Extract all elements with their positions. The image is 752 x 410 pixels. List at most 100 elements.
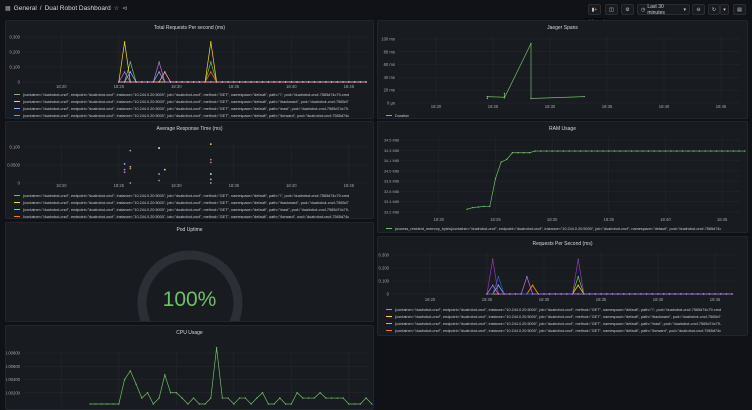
data-point	[577, 276, 579, 278]
data-point	[336, 397, 339, 399]
legend-item[interactable]: {container="dualrobot-cncf", endpoint="d…	[14, 199, 371, 206]
data-point	[623, 293, 625, 295]
data-point	[192, 397, 195, 399]
dashboard-title[interactable]: Dual Robot Dashboard	[44, 5, 111, 12]
data-point	[642, 150, 644, 152]
time-range-picker[interactable]: ◷ Last 30 minutes ▾	[637, 4, 690, 16]
data-point	[129, 182, 132, 184]
panel-cpu-usage[interactable]: CPU Usage 0.00800 0.00600 0.00400 0.00200	[5, 325, 374, 410]
data-point	[330, 81, 333, 83]
data-point	[497, 276, 500, 278]
x-tick-label: 18:35	[604, 217, 615, 222]
panel-average-response-time[interactable]: Average Response Time (ms) 0.100 0.0500 0 1…	[5, 121, 374, 219]
data-point	[307, 397, 310, 399]
x-tick-label: 18:35	[596, 297, 607, 302]
data-point	[588, 293, 591, 295]
data-point	[319, 392, 321, 394]
panel-requests-per-second[interactable]: Requests Per Second (ms) 0.300 0.200 0.100…	[377, 236, 748, 336]
x-tick-label: 18:45	[344, 84, 355, 89]
y-tick-label: 34.1 MiB	[384, 159, 399, 163]
series-line	[118, 71, 367, 83]
y-tick-label: 34.3 MiB	[384, 149, 399, 153]
breadcrumb-section[interactable]: General	[13, 5, 37, 12]
legend-label: {container="dualrobot-cncf", endpoint="d…	[23, 113, 350, 118]
data-point	[129, 149, 132, 152]
data-point	[123, 81, 126, 83]
x-tick-label: 18:45	[710, 297, 721, 302]
data-point	[506, 158, 508, 161]
legend-item[interactable]: {container="dualrobot-cncf", endpoint="d…	[386, 313, 745, 320]
data-point	[531, 284, 534, 286]
panel-jaeger-spans[interactable]: Jaeger Spans 100 ms 80 ms 60 ms 40 ms 20 ms 0…	[377, 20, 748, 119]
data-point	[198, 81, 201, 83]
legend: {container="dualrobot-cncf", endpoint="d…	[14, 91, 371, 118]
zoom-out-button[interactable]: ⊖	[692, 4, 705, 15]
data-point	[596, 150, 599, 152]
data-point	[530, 42, 532, 45]
legend-item[interactable]: Duration	[386, 112, 745, 118]
data-point	[715, 150, 718, 152]
legend-item[interactable]: {container="dualrobot-cncf", endpoint="d…	[14, 105, 371, 112]
data-point	[568, 150, 570, 152]
refresh-interval-dropdown[interactable]: ▾	[720, 4, 729, 15]
data-point	[681, 150, 684, 152]
data-point	[221, 81, 224, 83]
tv-mode-icon: ▤	[737, 6, 742, 13]
data-point	[691, 293, 693, 295]
breadcrumb: ▦ General / Dual Robot Dashboard ☆ ⊲	[5, 5, 127, 12]
x-tick-label: 18:20	[425, 297, 436, 302]
data-point	[545, 150, 548, 152]
panel-total-requests[interactable]: Total Requests Per second (ms) 0.300 0.20…	[5, 20, 374, 119]
y-tick-label: 0.00400	[6, 377, 21, 382]
data-point	[279, 81, 281, 83]
legend-item[interactable]: {container="dualrobot-cncf", endpoint="d…	[14, 112, 371, 118]
panel-ram-usage[interactable]: RAM Usage 34.5 MiB 34.3 MiB 34.1 MiB 34.0 M…	[377, 121, 748, 233]
data-point	[267, 81, 270, 83]
legend-swatch	[14, 208, 20, 211]
data-point	[732, 150, 735, 152]
legend: {container="dualrobot-cncf", endpoint="d…	[386, 306, 745, 334]
legend-item[interactable]: process_resident_memory_bytes{container=…	[386, 225, 745, 232]
add-panel-button[interactable]: ▮+	[588, 4, 601, 15]
data-point	[663, 293, 665, 295]
dashboard-grid-icon[interactable]: ▦	[5, 6, 11, 12]
legend-item[interactable]: {container="dualrobot-cncf", endpoint="d…	[14, 192, 371, 199]
data-point	[209, 158, 212, 161]
tv-mode-button[interactable]: ▤	[733, 4, 746, 15]
legend-item[interactable]: {container="dualrobot-cncf", endpoint="d…	[386, 320, 745, 327]
share-icon[interactable]: ⊲	[122, 6, 128, 12]
data-point	[554, 293, 557, 295]
settings-button[interactable]: ⚙	[621, 4, 634, 15]
data-point	[497, 284, 500, 286]
x-tick-label: 18:40	[660, 217, 671, 222]
legend-item[interactable]: {container="dualrobot-cncf", endpoint="d…	[14, 213, 371, 218]
x-tick-label: 18:20	[431, 104, 442, 109]
data-point	[526, 276, 528, 278]
data-point	[566, 293, 568, 295]
data-point	[492, 258, 494, 260]
legend-item[interactable]: {container="dualrobot-cncf", endpoint="d…	[386, 327, 745, 334]
save-button[interactable]: ◫	[605, 4, 618, 15]
refresh-button[interactable]: ↻	[708, 4, 720, 15]
data-point	[477, 206, 480, 208]
x-tick-label: 18:45	[716, 104, 727, 109]
data-point	[313, 397, 316, 399]
data-point	[261, 81, 264, 83]
legend-item[interactable]: {container="dualrobot-cncf", endpoint="d…	[386, 306, 745, 313]
legend: process_resident_memory_bytes{container=…	[386, 225, 745, 232]
legend-label: {container="dualrobot-cncf", endpoint="d…	[23, 92, 350, 97]
data-point	[497, 293, 500, 295]
data-point	[158, 81, 160, 83]
data-point	[215, 347, 218, 349]
legend-item[interactable]: {container="dualrobot-cncf", endpoint="d…	[14, 91, 371, 98]
legend-item[interactable]: {container="dualrobot-cncf", endpoint="d…	[14, 206, 371, 213]
star-icon[interactable]: ☆	[113, 6, 120, 12]
legend-item[interactable]: {container="dualrobot-cncf", endpoint="d…	[14, 98, 371, 105]
refresh-icon: ↻	[711, 6, 717, 13]
panel-pod-uptime[interactable]: Pod Uptime 100%	[5, 222, 374, 322]
breadcrumb-separator: /	[39, 5, 42, 12]
data-point	[653, 150, 655, 152]
series-line	[486, 43, 585, 99]
data-point	[123, 171, 126, 174]
panel-title: Requests Per Second (ms)	[532, 241, 593, 247]
